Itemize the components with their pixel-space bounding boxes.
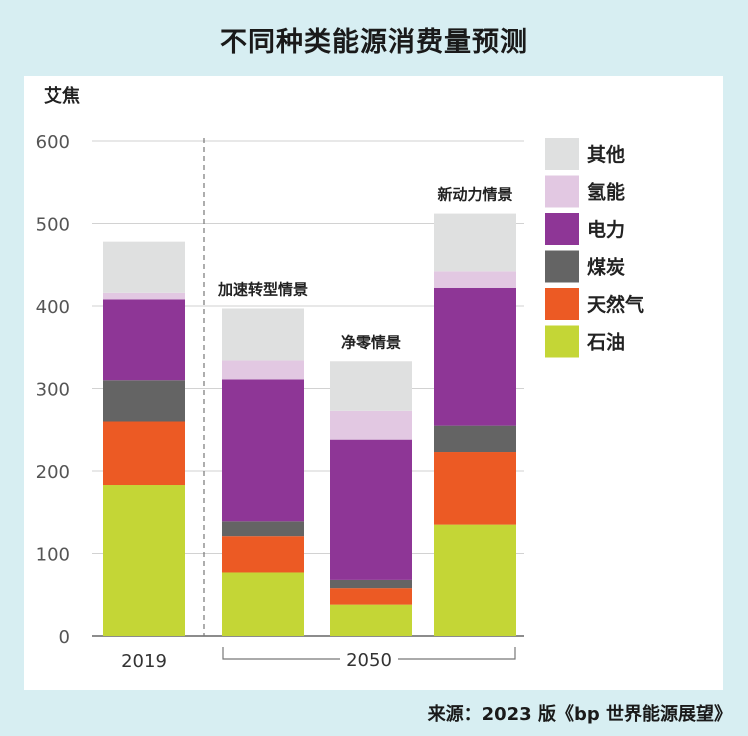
bar-segment-石油 (222, 572, 304, 636)
scenario-label: 加速转型情景 (217, 280, 308, 298)
legend-label: 天然气 (587, 293, 644, 316)
bar-segment-煤炭 (222, 521, 304, 537)
legend-label: 其他 (587, 143, 625, 166)
legend-swatch (545, 138, 579, 170)
bar-segment-其他 (103, 241, 185, 293)
source-note: 来源：2023 版《bp 世界能源展望》 (427, 704, 732, 725)
bar-segment-煤炭 (103, 380, 185, 422)
legend-swatch (545, 288, 579, 320)
y-tick-label: 500 (36, 215, 70, 236)
bar-segment-石油 (330, 604, 412, 636)
bar-segment-氢能 (330, 410, 412, 440)
chart-title: 不同种类能源消费量预测 (220, 27, 528, 58)
legend-swatch (545, 213, 579, 245)
y-tick-label: 400 (36, 297, 70, 318)
bar-segment-其他 (330, 361, 412, 411)
legend-swatch (545, 175, 579, 208)
chart-panel: 艾焦 0 100 200 300 400 500 600 2019 加速转型情景净零情景 新动力情景… (24, 76, 723, 690)
legend-swatch (545, 325, 579, 358)
legend-label: 煤炭 (587, 257, 625, 279)
bar-segment-氢能 (434, 271, 516, 288)
bar-segment-煤炭 (434, 425, 516, 453)
y-tick-label: 200 (36, 462, 70, 483)
bar-segment-氢能 (103, 292, 185, 300)
scenario-label: 新动力情景 (437, 186, 512, 204)
bar-segment-石油 (103, 485, 185, 636)
y-tick-label: 0 (59, 627, 70, 648)
legend-label: 石油 (586, 332, 625, 354)
bar-segment-天然气 (434, 452, 516, 525)
x-tick-label: 2019 (121, 651, 167, 672)
bar-segment-其他 (434, 213, 516, 272)
bar-segment-天然气 (330, 588, 412, 605)
bar-segment-电力 (434, 287, 516, 426)
scenario-label: 净零情景 (341, 333, 401, 351)
bar-segment-电力 (330, 439, 412, 580)
x-group-label: 2050 (346, 650, 392, 671)
bar-segment-天然气 (222, 536, 304, 573)
bar-segment-天然气 (103, 421, 185, 486)
y-tick-label: 100 (36, 545, 70, 566)
bar-segment-氢能 (222, 360, 304, 380)
legend-label: 电力 (587, 218, 625, 241)
bar-segment-石油 (434, 524, 516, 636)
legend-label: 氢能 (587, 181, 625, 204)
bar-segment-煤炭 (330, 579, 412, 589)
bar-segment-电力 (103, 299, 185, 381)
legend-swatch (545, 250, 579, 283)
bar-segment-电力 (222, 379, 304, 522)
y-tick-label: 600 (36, 132, 70, 153)
y-tick-label: 300 (36, 380, 70, 401)
group-label-background (340, 647, 398, 671)
y-axis-label: 艾焦 (44, 85, 80, 107)
bar-segment-其他 (222, 308, 304, 361)
